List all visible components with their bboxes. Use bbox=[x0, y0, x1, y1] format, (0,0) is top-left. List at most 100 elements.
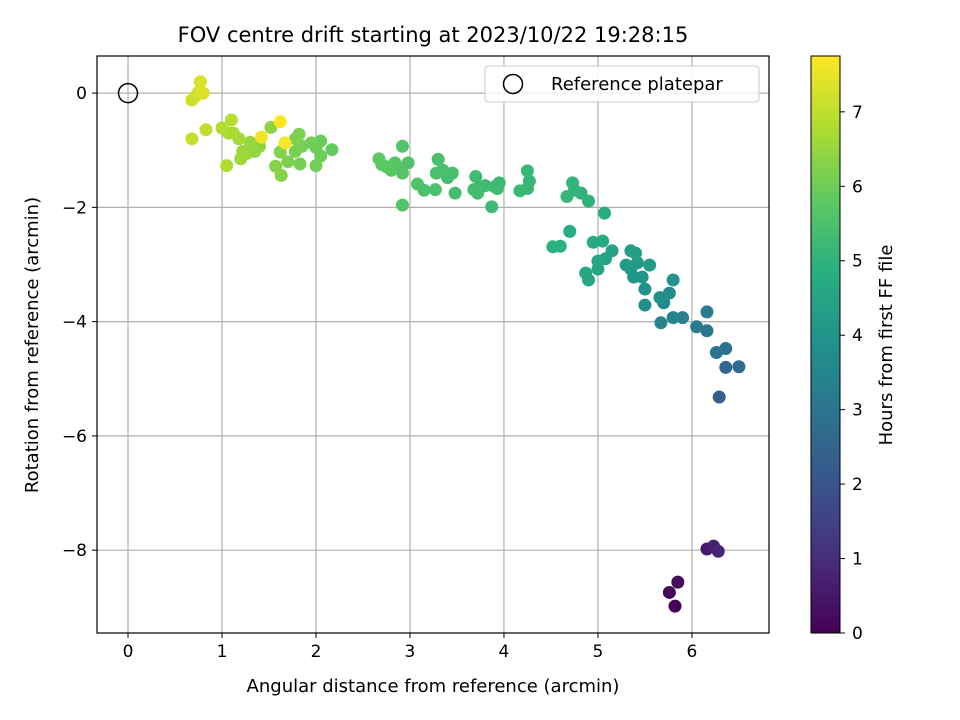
data-point bbox=[654, 316, 668, 330]
data-point bbox=[448, 186, 462, 200]
data-point bbox=[712, 390, 726, 404]
data-point bbox=[666, 311, 680, 325]
x-tick-label: 5 bbox=[593, 642, 604, 662]
data-point bbox=[395, 198, 409, 212]
data-point bbox=[668, 599, 682, 613]
data-point bbox=[700, 305, 714, 319]
data-point bbox=[676, 311, 690, 325]
data-point bbox=[429, 166, 443, 180]
data-point bbox=[269, 159, 283, 173]
data-point bbox=[666, 273, 680, 287]
data-point bbox=[243, 135, 257, 149]
data-point bbox=[278, 136, 292, 150]
reference-marker bbox=[117, 82, 139, 104]
colorbar bbox=[810, 55, 841, 634]
colorbar-tick-label: 3 bbox=[852, 401, 863, 421]
data-point bbox=[719, 360, 733, 374]
colorbar-tick-label: 7 bbox=[852, 103, 863, 123]
data-point bbox=[566, 176, 580, 190]
data-point bbox=[709, 345, 723, 359]
data-point bbox=[372, 152, 386, 166]
data-point bbox=[224, 113, 238, 127]
data-point bbox=[596, 234, 610, 248]
data-point bbox=[471, 186, 485, 200]
x-tick-label: 0 bbox=[123, 642, 134, 662]
data-point bbox=[281, 155, 295, 169]
colorbar-tick-label: 0 bbox=[852, 624, 863, 644]
data-point bbox=[513, 184, 527, 198]
data-point bbox=[638, 298, 652, 312]
data-point bbox=[220, 159, 234, 173]
data-point bbox=[598, 206, 612, 220]
chart-title: FOV centre drift starting at 2023/10/22 … bbox=[178, 23, 689, 47]
data-point bbox=[700, 324, 714, 338]
x-tick-label: 1 bbox=[217, 642, 228, 662]
data-point bbox=[431, 152, 445, 166]
data-point bbox=[732, 360, 746, 374]
data-point bbox=[325, 143, 339, 157]
data-point bbox=[629, 246, 643, 260]
data-point bbox=[428, 183, 442, 197]
x-axis-ticks: 0 1 2 3 4 5 6 bbox=[123, 633, 698, 662]
x-tick-label: 6 bbox=[687, 642, 698, 662]
data-point bbox=[401, 156, 415, 170]
x-axis-label: Angular distance from reference (arcmin) bbox=[247, 676, 620, 697]
x-tick-label: 4 bbox=[499, 642, 510, 662]
colorbar-label: Hours from first FF file bbox=[876, 245, 897, 446]
data-point bbox=[309, 159, 323, 173]
data-point bbox=[643, 258, 657, 272]
plot-frame bbox=[96, 55, 770, 634]
data-point bbox=[410, 177, 424, 191]
data-point bbox=[199, 123, 213, 137]
colorbar-tick-label: 6 bbox=[852, 177, 863, 197]
legend: Reference platepar bbox=[484, 65, 760, 103]
data-point bbox=[254, 130, 268, 144]
y-tick-label: −2 bbox=[62, 198, 87, 218]
data-point bbox=[193, 75, 207, 89]
data-point bbox=[215, 121, 229, 135]
data-point bbox=[185, 132, 199, 146]
y-tick-label: −8 bbox=[62, 541, 87, 561]
data-point bbox=[234, 152, 248, 166]
data-point bbox=[638, 282, 652, 296]
data-point bbox=[288, 132, 302, 146]
data-point bbox=[591, 262, 605, 276]
data-point bbox=[264, 120, 278, 134]
y-axis-label: Rotation from reference (arcmin) bbox=[22, 197, 43, 493]
data-point bbox=[546, 240, 560, 254]
data-point bbox=[690, 320, 704, 334]
data-point bbox=[293, 157, 307, 171]
data-point bbox=[273, 115, 287, 129]
data-point bbox=[579, 266, 593, 280]
y-tick-label: 0 bbox=[76, 84, 87, 104]
reference-platepar-marker bbox=[117, 82, 139, 104]
data-point bbox=[288, 144, 302, 158]
data-point bbox=[560, 190, 574, 204]
colorbar-tick-label: 2 bbox=[852, 475, 863, 495]
x-tick-label: 2 bbox=[311, 642, 322, 662]
colorbar-ticks: 0 1 2 3 4 5 6 7 bbox=[840, 103, 863, 644]
y-tick-label: −6 bbox=[62, 427, 87, 447]
data-point bbox=[469, 170, 483, 184]
data-point bbox=[520, 164, 534, 178]
data-point bbox=[662, 585, 676, 599]
data-point bbox=[711, 544, 725, 558]
y-axis-ticks: 0 −2 −4 −6 −8 bbox=[62, 84, 97, 561]
colorbar-tick-label: 4 bbox=[852, 326, 863, 346]
data-point bbox=[196, 86, 210, 100]
y-tick-label: −4 bbox=[62, 313, 87, 333]
legend-marker-icon bbox=[502, 73, 524, 95]
colorbar-tick-label: 5 bbox=[852, 252, 863, 272]
legend-entry-reference: Reference platepar bbox=[551, 74, 723, 95]
colorbar-tick-label: 1 bbox=[852, 550, 863, 570]
data-point bbox=[490, 182, 504, 196]
data-point bbox=[619, 258, 633, 272]
data-point bbox=[671, 575, 685, 589]
data-point bbox=[395, 139, 409, 153]
data-point bbox=[485, 200, 499, 214]
data-points bbox=[185, 75, 746, 613]
grid-lines bbox=[97, 56, 769, 633]
data-point bbox=[630, 256, 644, 270]
data-point bbox=[563, 224, 577, 238]
